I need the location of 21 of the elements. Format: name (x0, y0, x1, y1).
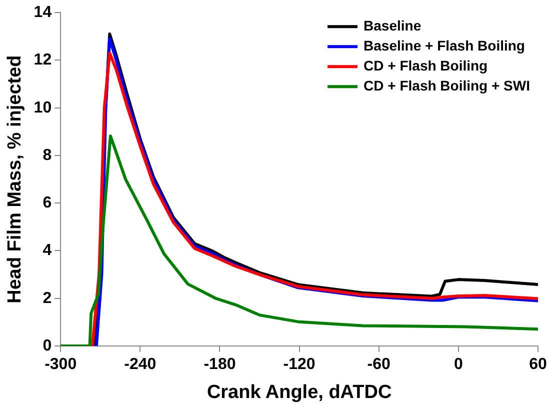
x-axis-title: Crank Angle, dATDC (206, 382, 392, 403)
y-tick-label: 8 (42, 146, 52, 164)
legend-label: Baseline (364, 17, 422, 34)
legend-label: Baseline + Flash Boiling (364, 37, 525, 54)
x-tick-label: -240 (124, 356, 156, 374)
y-tick-label: 12 (34, 52, 52, 69)
legend-label: CD + Flash Boiling (364, 57, 488, 74)
x-tick-label: -120 (283, 356, 316, 374)
y-tick-label: 14 (34, 4, 52, 22)
y-tick-label: 0 (42, 337, 52, 354)
y-tick-label: 4 (42, 242, 52, 260)
x-tick-label: 0 (454, 356, 463, 374)
x-tick-label: -300 (44, 356, 77, 374)
y-axis-title: Head Film Mass, % injected (4, 55, 26, 304)
x-tick-label: -60 (367, 356, 391, 374)
x-tick-label: 60 (529, 356, 547, 374)
legend-label: CD + Flash Boiling + SWI (364, 77, 530, 94)
x-tick-label: -180 (204, 356, 236, 374)
y-tick-label: 10 (34, 99, 52, 116)
y-tick-label: 6 (42, 194, 52, 212)
y-tick-label: 2 (42, 290, 52, 307)
